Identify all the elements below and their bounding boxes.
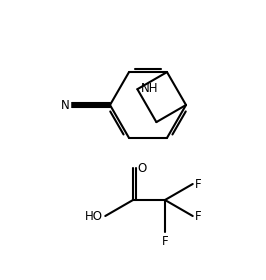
Text: F: F [162, 235, 168, 248]
Text: NH: NH [140, 82, 158, 95]
Text: O: O [137, 162, 146, 174]
Text: F: F [195, 209, 201, 223]
Text: F: F [195, 178, 201, 190]
Text: HO: HO [85, 209, 103, 223]
Text: N: N [61, 99, 70, 111]
